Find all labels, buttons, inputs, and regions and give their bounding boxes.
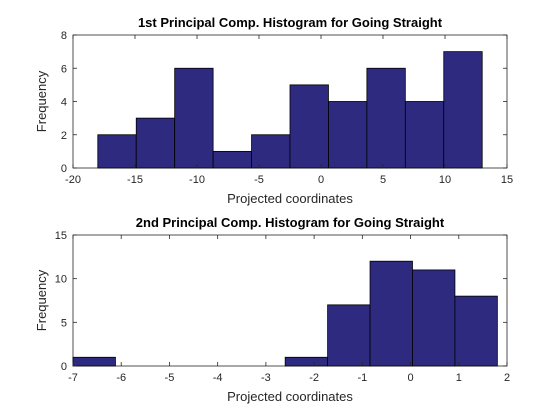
y-axis-label: Frequency (34, 70, 49, 132)
y-tick-label: 4 (61, 97, 67, 109)
x-tick-label: -15 (127, 174, 143, 186)
x-tick-label: 1 (456, 372, 462, 384)
x-axis-label: Projected coordinates (227, 389, 353, 404)
histogram-bar (135, 117, 176, 169)
histogram-bar (443, 51, 483, 169)
y-tick-label: 5 (61, 317, 67, 329)
x-tick-label: -5 (254, 174, 264, 186)
histogram-bar (212, 150, 252, 169)
x-tick-label: 15 (501, 174, 513, 186)
x-tick-label: -5 (165, 372, 175, 384)
x-tick-label: 0 (318, 174, 324, 186)
histogram-bar (97, 134, 137, 169)
x-tick-label: 10 (439, 174, 451, 186)
histogram-bar (251, 134, 291, 169)
x-tick-label: -20 (65, 174, 81, 186)
x-tick-label: -1 (357, 372, 367, 384)
chart-title: 1st Principal Comp. Histogram for Going … (138, 15, 443, 30)
y-axis-label: Frequency (34, 269, 49, 331)
histogram-2: -7 -6 -5 -4 -3 -2 -1 0 1 2 0 5 10 15 2nd Principal Com… (34, 215, 510, 404)
histogram-1: -20 -15 -10 -5 0 5 10 15 0 2 4 6 8 1st Principal Comp… (34, 15, 513, 206)
y-tick-label: 6 (61, 63, 67, 75)
x-tick-label: 2 (504, 372, 510, 384)
x-tick-label: -6 (116, 372, 126, 384)
y-tick-label: 0 (61, 361, 67, 373)
x-tick-label: 0 (407, 372, 413, 384)
x-tick-label: -10 (189, 174, 205, 186)
y-tick-label: 8 (61, 30, 67, 42)
y-tick-label: 2 (61, 130, 67, 142)
histogram-bar (174, 67, 214, 169)
histogram-bar (328, 101, 368, 169)
histogram-bar (72, 356, 116, 367)
histogram-bar (366, 67, 406, 169)
chart-title: 2nd Principal Comp. Histogram for Going … (136, 215, 445, 230)
x-tick-label: -3 (261, 372, 271, 384)
y-tick-label: 10 (55, 274, 67, 286)
y-tick-label: 15 (55, 230, 67, 242)
x-tick-label: 5 (380, 174, 386, 186)
histogram-bar (369, 260, 413, 367)
x-axis-label: Projected coordinates (227, 191, 353, 206)
histogram-bar (289, 84, 329, 169)
x-tick-label: -4 (213, 372, 223, 384)
histogram-bar (454, 295, 498, 367)
x-tick-label: -7 (68, 372, 78, 384)
histogram-bar (412, 269, 456, 367)
x-tick-label: -2 (309, 372, 319, 384)
histogram-bar (284, 356, 329, 367)
y-tick-label: 0 (61, 163, 67, 175)
histogram-bar (404, 101, 445, 169)
histogram-bar (327, 304, 371, 367)
